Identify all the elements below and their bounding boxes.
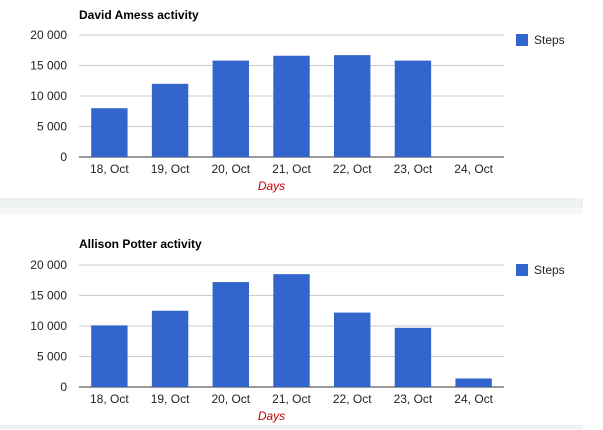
bar[interactable] [91, 108, 128, 157]
bar[interactable] [273, 274, 310, 387]
y-tick-label: 10 000 [30, 319, 67, 333]
chart-panel-2: Allison Potter activity 0 5 000 10 000 15 00… [0, 214, 583, 425]
bar[interactable] [212, 60, 249, 158]
y-tick-label: 20 000 [30, 28, 67, 42]
y-tick-label: 10 000 [30, 89, 67, 103]
x-tick-label: 20, Oct [211, 392, 250, 406]
bar[interactable] [394, 60, 432, 158]
legend-swatch [516, 264, 528, 276]
legend-label: Steps [534, 33, 565, 47]
y-tick-label: 0 [60, 380, 67, 394]
y-tick-label: 0 [60, 150, 67, 164]
chart-david-amess: David Amess activity 0 5 000 10 000 15 000 20… [30, 8, 565, 193]
chart-title: David Amess activity [79, 8, 199, 22]
y-tick-label: 5 000 [37, 350, 67, 364]
chart-allison-potter: Allison Potter activity 0 5 000 10 000 15 00… [30, 237, 565, 423]
bar[interactable] [455, 378, 492, 387]
chart-title: Allison Potter activity [79, 237, 202, 251]
bar[interactable] [91, 325, 128, 387]
panel-separator [0, 198, 583, 208]
y-tick-label: 15 000 [30, 59, 67, 73]
bar[interactable] [394, 327, 432, 387]
bar[interactable] [212, 282, 249, 387]
bar[interactable] [334, 55, 371, 157]
x-tick-label: 19, Oct [151, 162, 190, 176]
bar[interactable] [334, 312, 371, 387]
x-axis-title: Days [258, 409, 285, 423]
x-tick-label: 20, Oct [211, 162, 250, 176]
panel-separator-shadow [0, 208, 583, 214]
y-tick-label: 15 000 [30, 289, 67, 303]
legend-swatch [516, 34, 528, 46]
x-tick-label: 23, Oct [394, 392, 433, 406]
x-tick-label: 23, Oct [394, 162, 433, 176]
bar[interactable] [151, 310, 189, 387]
bar[interactable] [273, 55, 310, 157]
bottom-separator [0, 425, 583, 429]
y-tick-label: 5 000 [37, 120, 67, 134]
x-tick-label: 19, Oct [151, 392, 190, 406]
x-tick-label: 22, Oct [333, 162, 372, 176]
x-tick-label: 21, Oct [272, 162, 311, 176]
x-tick-label: 21, Oct [272, 392, 311, 406]
x-tick-label: 18, Oct [90, 162, 129, 176]
x-tick-label: 24, Oct [454, 162, 493, 176]
x-tick-label: 18, Oct [90, 392, 129, 406]
legend-label: Steps [534, 263, 565, 277]
chart-panel-1: David Amess activity 0 5 000 10 000 15 000 20… [0, 0, 583, 198]
x-tick-label: 24, Oct [454, 392, 493, 406]
y-tick-label: 20 000 [30, 258, 67, 272]
x-tick-label: 22, Oct [333, 392, 372, 406]
x-axis-title: Days [258, 179, 285, 193]
bar[interactable] [151, 83, 189, 157]
